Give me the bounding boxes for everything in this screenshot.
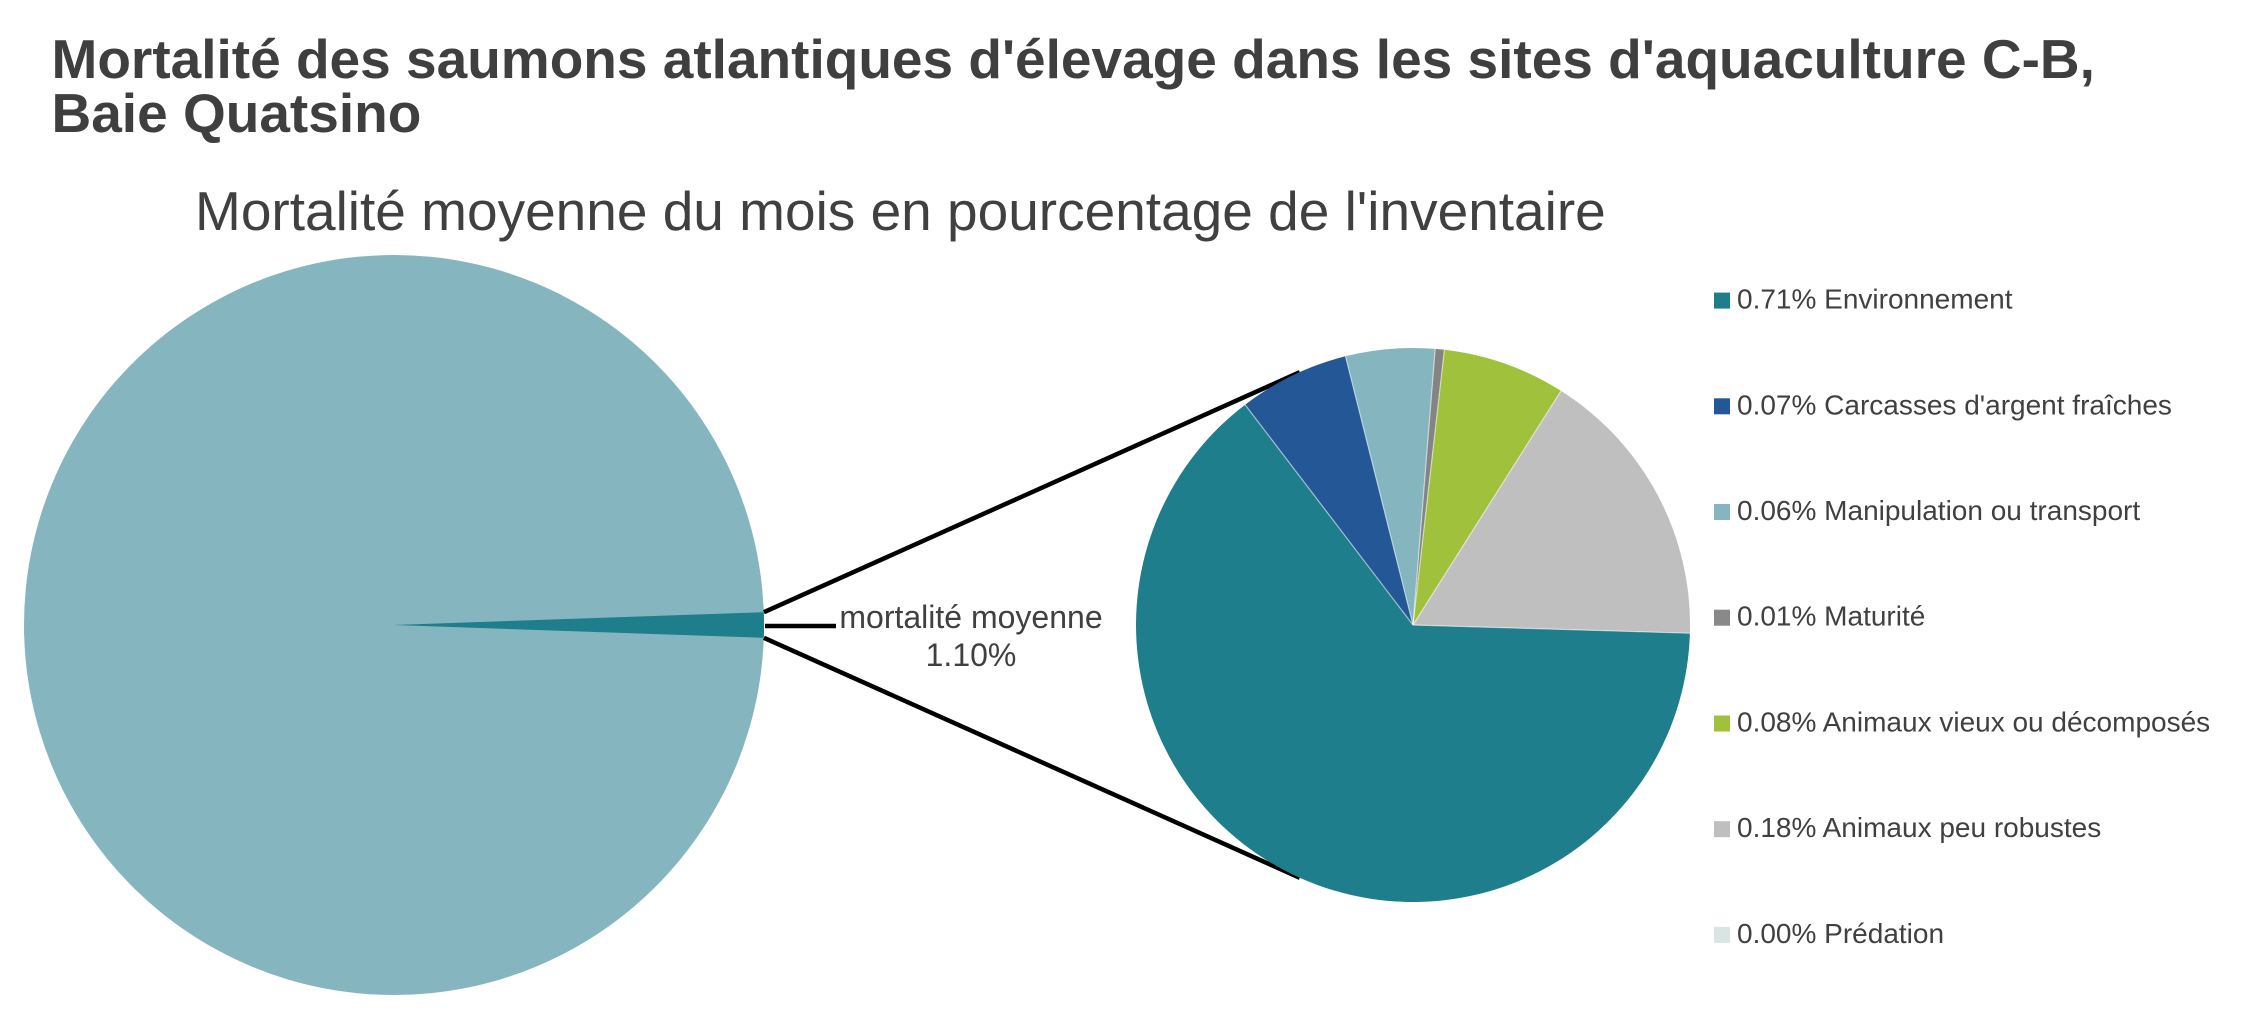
svg-text:0.01% Maturité: 0.01% Maturité [1737,601,1925,632]
svg-text:1.10%: 1.10% [926,637,1017,673]
svg-text:0.18% Animaux peu robustes: 0.18% Animaux peu robustes [1737,812,2101,843]
svg-text:0.71% Environnement: 0.71% Environnement [1737,284,2013,315]
svg-text:mortalité moyenne: mortalité moyenne [839,599,1102,635]
svg-text:0.07% Carcasses d'argent fraîc: 0.07% Carcasses d'argent fraîches [1737,389,2172,420]
svg-text:Mortalité moyenne du mois en p: Mortalité moyenne du mois en pourcentage… [195,180,1606,242]
svg-text:0.08% Animaux vieux ou décompo: 0.08% Animaux vieux ou décomposés [1737,707,2210,738]
svg-text:Baie Quatsino: Baie Quatsino [52,82,422,144]
svg-text:Mortalité des saumons atlantiq: Mortalité des saumons atlantiques d'élev… [52,28,2095,90]
svg-text:0.06% Manipulation ou transpor: 0.06% Manipulation ou transport [1737,495,2140,526]
svg-text:0.00% Prédation: 0.00% Prédation [1737,918,1944,949]
